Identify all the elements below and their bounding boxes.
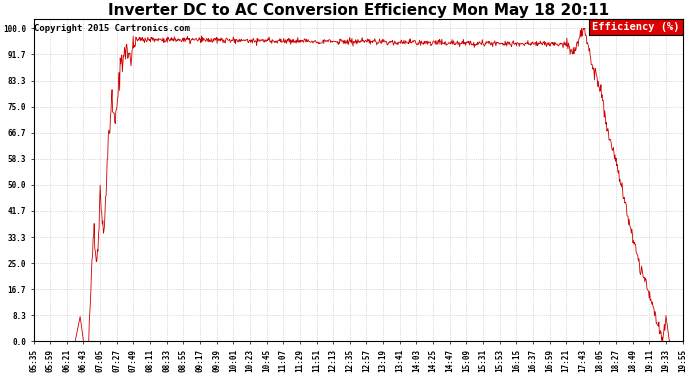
Title: Inverter DC to AC Conversion Efficiency Mon May 18 20:11: Inverter DC to AC Conversion Efficiency … [108,3,609,18]
Text: Copyright 2015 Cartronics.com: Copyright 2015 Cartronics.com [34,24,190,33]
Text: Efficiency (%): Efficiency (%) [592,22,680,32]
